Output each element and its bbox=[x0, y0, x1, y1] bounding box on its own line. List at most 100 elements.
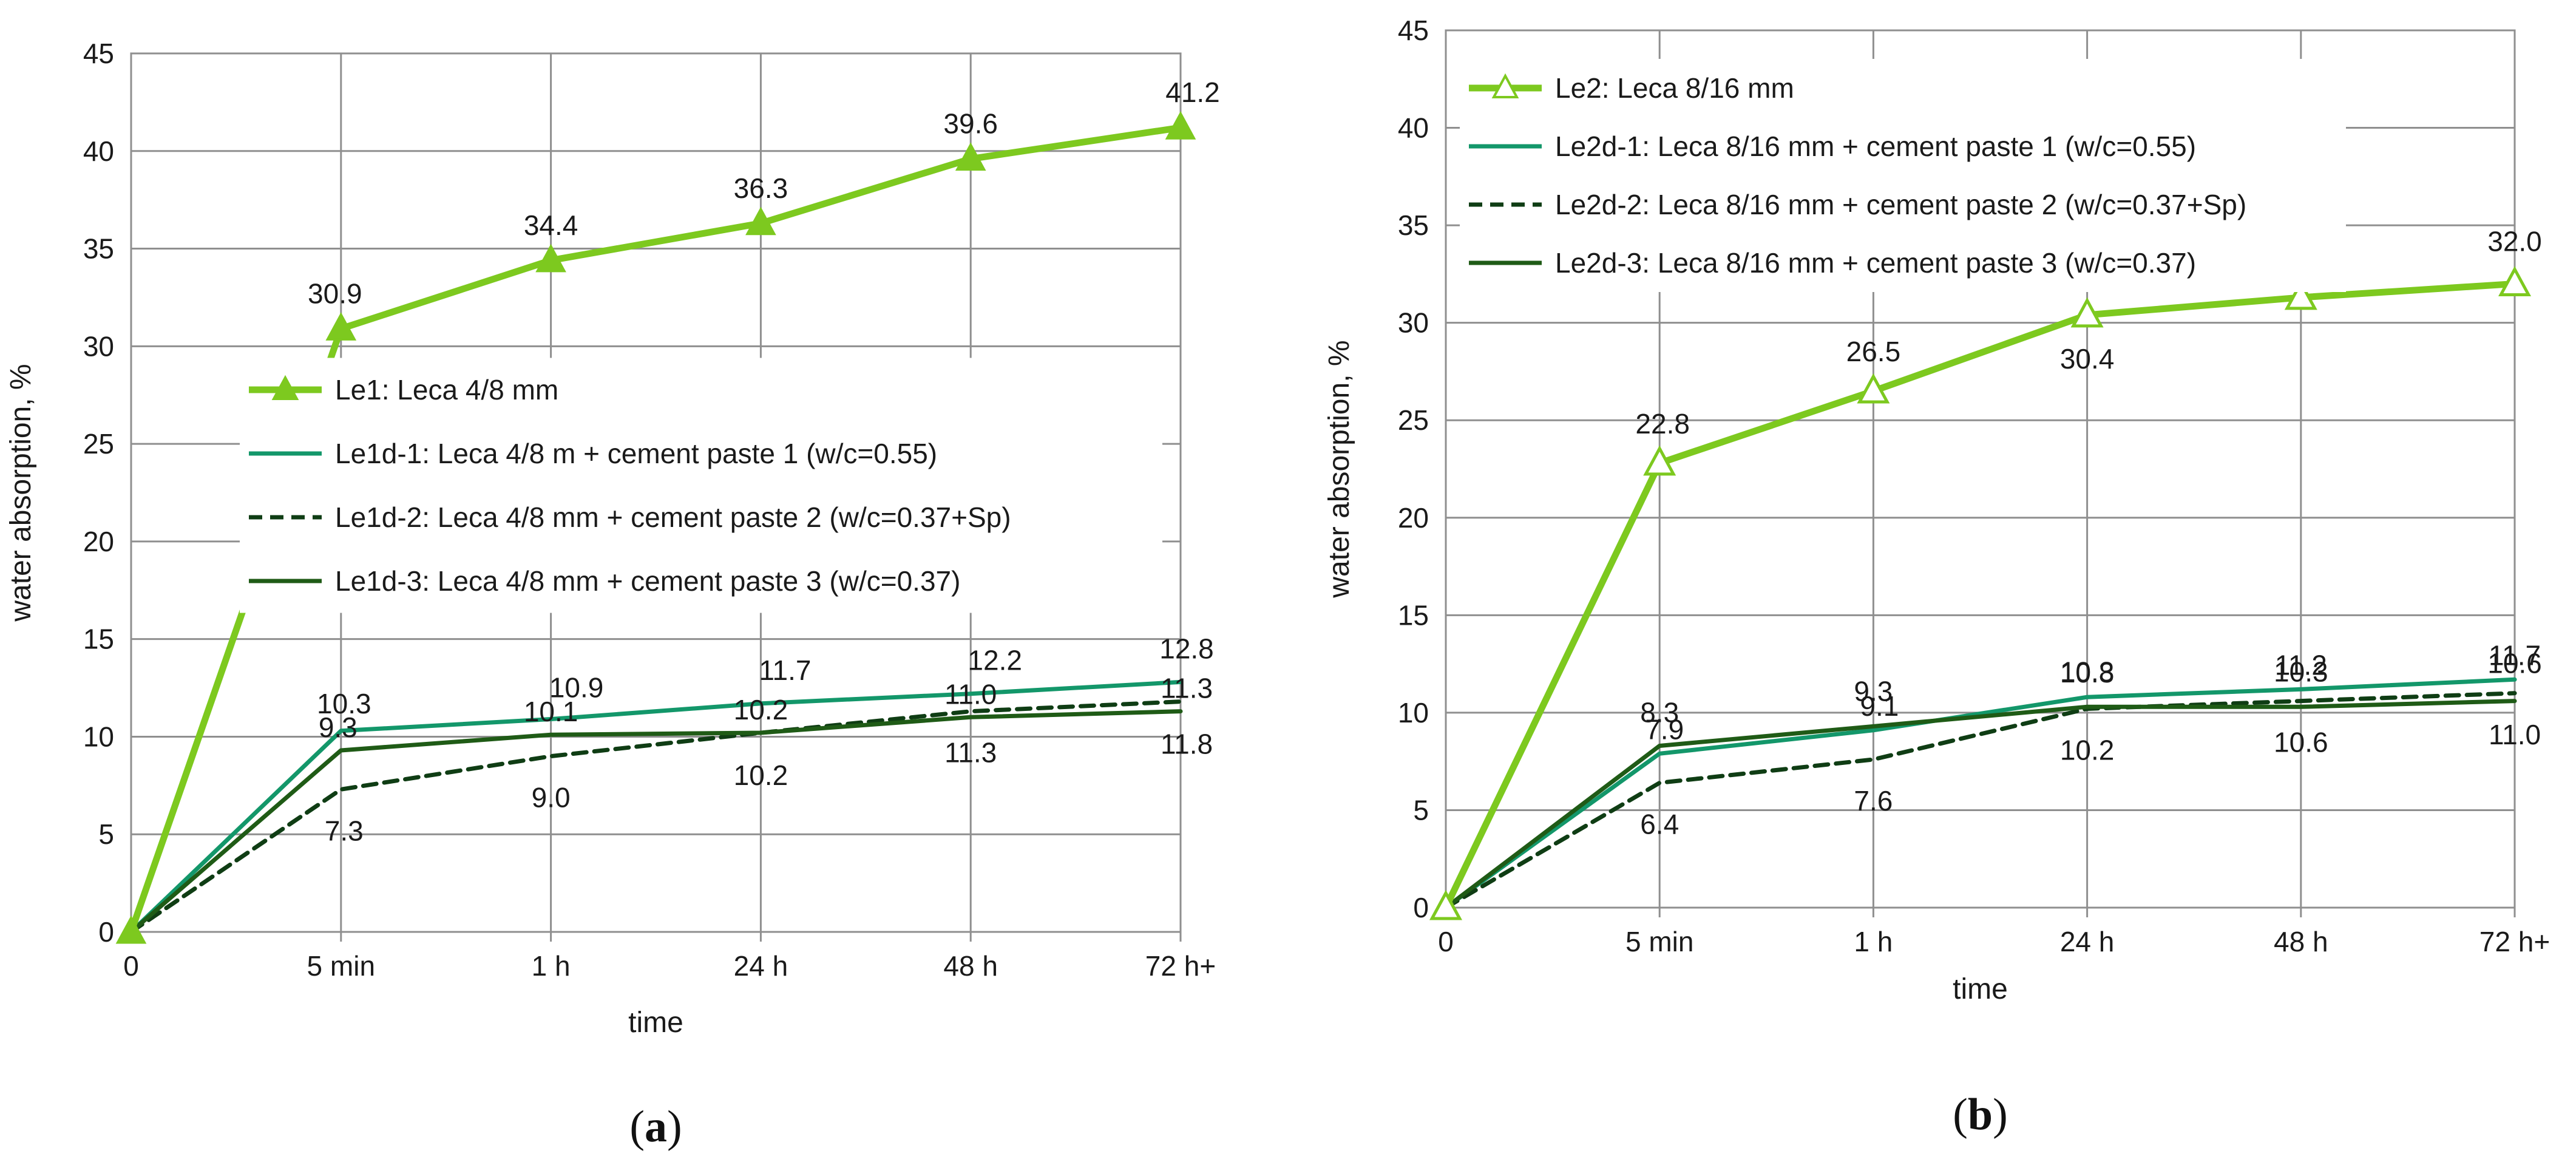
legend-label: Le1: Leca 4/8 mm bbox=[335, 374, 558, 406]
series-line-3 bbox=[1443, 699, 2517, 910]
x-tick-label: 72 h+ bbox=[2479, 926, 2550, 957]
series-line-3 bbox=[129, 709, 1183, 934]
series-line-2 bbox=[129, 699, 1183, 934]
y-tick-label: 10 bbox=[83, 721, 114, 752]
panel-label-close: ) bbox=[1993, 1090, 2008, 1140]
data-marker bbox=[1429, 889, 1463, 920]
data-label: 26.5 bbox=[1846, 336, 1901, 367]
data-label: 7.6 bbox=[1854, 785, 1893, 817]
data-marker bbox=[2498, 266, 2532, 296]
panel-b: 0 5 10 15 20 25 30 35 40 45 0 5 min 1 h 24 h 48 h 72 h+… bbox=[1323, 15, 2550, 1140]
panel-label-close: ) bbox=[667, 1102, 682, 1152]
data-label: 11.3 bbox=[1161, 673, 1213, 704]
y-tick-label: 15 bbox=[83, 623, 114, 655]
data-label: 10.2 bbox=[734, 759, 788, 791]
x-tick-label: 5 min bbox=[307, 950, 375, 982]
x-tick-label: 1 h bbox=[1854, 926, 1893, 957]
data-marker bbox=[2284, 279, 2317, 310]
data-label: 9.3 bbox=[319, 712, 358, 743]
panel-label-open: ( bbox=[629, 1102, 645, 1152]
legend-label: Le1d-3: Leca 4/8 mm + cement paste 3 (w/… bbox=[335, 565, 960, 597]
data-label: 9.0 bbox=[532, 782, 571, 814]
legend-label: Le2d-1: Leca 8/16 mm + cement paste 1 (w… bbox=[1555, 131, 2196, 162]
series-line-1 bbox=[1443, 677, 2517, 910]
data-label: 11.3 bbox=[944, 737, 997, 769]
data-marker bbox=[115, 915, 147, 944]
y-tick-label: 20 bbox=[83, 526, 114, 557]
x-axis-title: time bbox=[628, 1007, 683, 1039]
legend-label: Le2d-3: Leca 8/16 mm + cement paste 3 (w… bbox=[1555, 247, 2196, 279]
data-label: 41.2 bbox=[1165, 76, 1220, 108]
data-marker bbox=[745, 206, 776, 236]
data-marker bbox=[1857, 373, 1890, 404]
x-tick-label: 48 h bbox=[2274, 926, 2328, 957]
x-tick-label: 0 bbox=[123, 950, 139, 982]
data-label: 10.8 bbox=[2060, 657, 2115, 688]
y-axis-title: water absorption, % bbox=[5, 364, 37, 622]
y-tick-label: 5 bbox=[98, 818, 114, 850]
data-label: 12.2 bbox=[968, 645, 1022, 676]
legend-label: Le2: Leca 8/16 mm bbox=[1555, 72, 1794, 104]
panel-label-letter: b bbox=[1968, 1090, 1993, 1140]
panel-label-open: ( bbox=[1953, 1090, 1968, 1140]
y-tick-label: 30 bbox=[83, 330, 114, 362]
data-label: 7.9 bbox=[1645, 713, 1684, 745]
data-label: 10.6 bbox=[2487, 648, 2542, 679]
legend-box bbox=[240, 358, 1162, 613]
data-label: 11.8 bbox=[1161, 729, 1213, 760]
data-label: 9.3 bbox=[1854, 675, 1893, 707]
data-marker bbox=[325, 312, 357, 341]
y-tick-label: 15 bbox=[1398, 599, 1429, 631]
legend-label: Le1d-2: Leca 4/8 mm + cement paste 2 (w/… bbox=[335, 501, 1011, 533]
data-label: 8.3 bbox=[1640, 696, 1679, 728]
series-line-2 bbox=[1443, 691, 2517, 910]
series-line-0 bbox=[1442, 280, 2518, 911]
data-label: 34.4 bbox=[524, 209, 578, 241]
data-label: 36.3 bbox=[734, 172, 788, 204]
data-label: 30.9 bbox=[308, 277, 362, 309]
legend-label: Le1d-1: Leca 4/8 m + cement paste 1 (w/c… bbox=[335, 438, 937, 469]
series-line-1 bbox=[129, 679, 1183, 934]
data-label: 10.2 bbox=[2060, 734, 2115, 766]
panel-label: (b) bbox=[1953, 1090, 2007, 1140]
data-label: 30.4 bbox=[2060, 343, 2115, 375]
x-axis-title: time bbox=[1953, 973, 2008, 1005]
data-marker bbox=[2070, 297, 2104, 328]
legend-box bbox=[1460, 59, 2346, 292]
data-label: 22.8 bbox=[1635, 408, 1690, 440]
x-tick-label: 5 min bbox=[1625, 926, 1693, 957]
data-label: 11.2 bbox=[2275, 649, 2327, 681]
y-tick-label: 25 bbox=[83, 428, 114, 460]
data-label: 11.0 bbox=[2489, 719, 2541, 750]
data-label: 10.2 bbox=[734, 694, 788, 725]
data-label: 32.0 bbox=[2487, 225, 2542, 257]
x-tick-label: 48 h bbox=[943, 950, 998, 982]
data-marker bbox=[535, 243, 566, 273]
x-tick-label: 72 h+ bbox=[1145, 950, 1216, 982]
data-label: 10.3 bbox=[2274, 656, 2328, 687]
data-label: 10.6 bbox=[2274, 727, 2328, 758]
data-label: 10.1 bbox=[524, 696, 578, 727]
panel-a: 0 5 10 15 20 25 30 35 40 45 0 5 min 1 h 24 h 48 h 72 h+… bbox=[5, 38, 1220, 1152]
y-axis-title: water absorption, % bbox=[1323, 340, 1355, 598]
panel-label: (a) bbox=[629, 1102, 682, 1152]
y-tick-label: 5 bbox=[1413, 794, 1429, 826]
panel-label-letter: a bbox=[645, 1102, 667, 1152]
data-label: 10.3 bbox=[317, 688, 371, 719]
y-tick-label: 35 bbox=[1398, 209, 1429, 241]
data-marker bbox=[955, 142, 986, 171]
data-label: 11.7 bbox=[2489, 639, 2541, 671]
y-tick-label: 45 bbox=[1398, 15, 1429, 46]
legend-label: Le2d-2: Leca 8/16 mm + cement paste 2 (w… bbox=[1555, 189, 2246, 220]
data-marker bbox=[1643, 445, 1676, 476]
x-tick-label: 24 h bbox=[734, 950, 788, 982]
data-label: 39.6 bbox=[943, 108, 998, 140]
legend-marker bbox=[271, 375, 299, 400]
data-label: 9.1 bbox=[1860, 690, 1899, 722]
x-tick-label: 24 h bbox=[2060, 926, 2115, 957]
y-tick-label: 40 bbox=[83, 135, 114, 167]
y-tick-label: 25 bbox=[1398, 404, 1429, 436]
data-label: 11.7 bbox=[759, 654, 811, 686]
data-label: 10.3 bbox=[2060, 656, 2115, 687]
